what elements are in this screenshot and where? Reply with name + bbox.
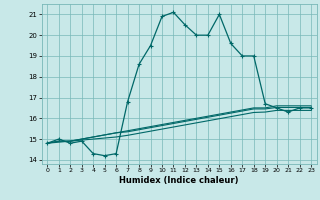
X-axis label: Humidex (Indice chaleur): Humidex (Indice chaleur) xyxy=(119,176,239,185)
